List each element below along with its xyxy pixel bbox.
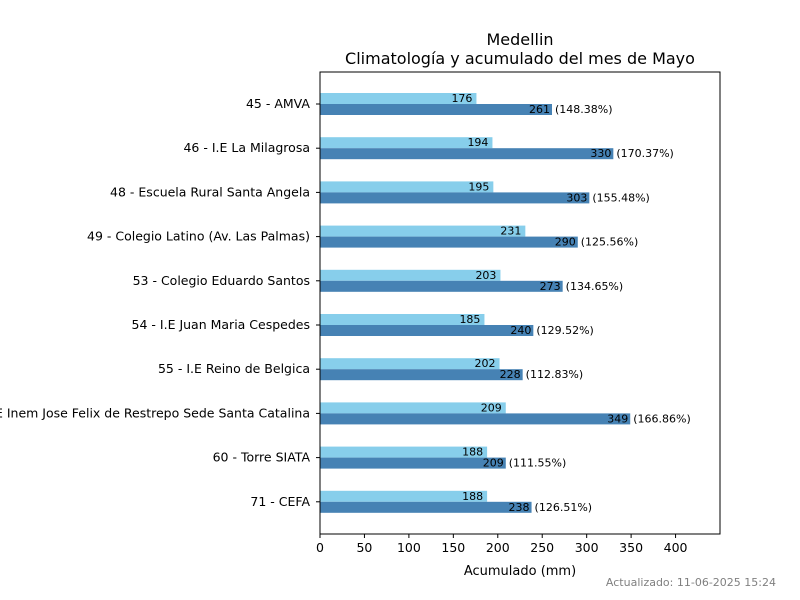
bar-percent-label: (170.37%) xyxy=(616,147,674,160)
bar-series-1 xyxy=(320,269,501,281)
bar-series-2 xyxy=(320,236,578,248)
category-label: 49 - Colegio Latino (Av. Las Palmas) xyxy=(87,229,310,244)
bar-percent-label: (166.86%) xyxy=(633,412,691,425)
bar-value-label: 202 xyxy=(475,357,496,370)
bar-value-label: 194 xyxy=(467,136,488,149)
bar-percent-label: (111.55%) xyxy=(509,457,567,470)
category-label: 53 - Colegio Eduardo Santos xyxy=(133,273,310,288)
bar-value-label: 349 xyxy=(607,412,628,425)
category-label: 54 - I.E Juan Maria Cespedes xyxy=(132,317,310,332)
plot-frame xyxy=(319,71,721,535)
updated-timestamp: Actualizado: 11-06-2025 15:24 xyxy=(606,576,776,589)
x-axis-label: Acumulado (mm) xyxy=(464,564,576,579)
x-tick-label: 150 xyxy=(441,540,465,555)
bar-series-1 xyxy=(320,358,500,370)
bar-percent-label: (125.56%) xyxy=(581,236,639,249)
x-tick-label: 100 xyxy=(397,540,421,555)
x-tick-label: 400 xyxy=(664,540,688,555)
bar-percent-label: (134.65%) xyxy=(566,280,624,293)
bar-value-label: 209 xyxy=(483,457,504,470)
bar-value-label: 195 xyxy=(468,180,489,193)
bar-value-label: 188 xyxy=(462,490,483,503)
bar-series-2 xyxy=(320,280,563,292)
bar-percent-label: (148.38%) xyxy=(555,103,613,116)
x-tick-label: 250 xyxy=(530,540,554,555)
bar-series-1 xyxy=(320,181,494,193)
category-label: 48 - Escuela Rural Santa Angela xyxy=(110,184,310,199)
bar-percent-label: (112.83%) xyxy=(526,368,584,381)
category-label: 57 - I.E Inem Jose Felix de Restrepo Sed… xyxy=(0,405,310,420)
bar-series-2 xyxy=(320,457,506,469)
bar-series-2 xyxy=(320,369,523,381)
bar-series-2 xyxy=(320,148,614,160)
bar-series-1 xyxy=(320,314,485,325)
bar-series-2 xyxy=(320,413,631,425)
bar-series-1 xyxy=(320,402,506,414)
x-tick-label: 50 xyxy=(356,540,372,555)
category-label: 71 - CEFA xyxy=(250,494,310,509)
bar-percent-label: (129.52%) xyxy=(536,324,594,337)
bar-percent-label: (155.48%) xyxy=(592,191,650,204)
category-label: 60 - Torre SIATA xyxy=(213,450,311,465)
x-tick-label: 300 xyxy=(575,540,599,555)
bar-value-label: 290 xyxy=(555,236,576,249)
bar-series-1 xyxy=(320,225,526,237)
plot-area: 176 261 (148.38%) 45 - AMVA 194 330 (170.37%) 4… xyxy=(0,71,721,555)
bar-value-label: 209 xyxy=(481,401,502,414)
category-label: 46 - I.E La Milagrosa xyxy=(183,140,310,155)
bar-value-label: 238 xyxy=(509,501,530,514)
x-tick-label: 350 xyxy=(619,540,643,555)
bar-series-2 xyxy=(320,325,534,336)
bar-value-label: 176 xyxy=(451,92,472,105)
bar-value-label: 303 xyxy=(566,191,587,204)
bar-value-label: 185 xyxy=(459,313,480,326)
bar-value-label: 188 xyxy=(462,446,483,459)
category-label: 55 - I.E Reino de Belgica xyxy=(158,361,310,376)
bar-value-label: 203 xyxy=(475,269,496,282)
bar-value-label: 240 xyxy=(510,324,531,337)
bar-series-2 xyxy=(320,501,532,513)
x-tick-label: 200 xyxy=(486,540,510,555)
bar-value-label: 231 xyxy=(500,225,521,238)
bar-series-2 xyxy=(320,104,552,115)
bar-value-label: 330 xyxy=(590,147,611,160)
chart-subtitle: Climatología y acumulado del mes de Mayo xyxy=(345,49,695,68)
bar-percent-label: (126.51%) xyxy=(535,501,593,514)
bar-series-2 xyxy=(320,192,590,204)
bar-value-label: 273 xyxy=(540,280,561,293)
bar-series-1 xyxy=(320,137,493,149)
bar-series-1 xyxy=(320,446,488,458)
bar-value-label: 261 xyxy=(529,103,550,116)
category-label: 45 - AMVA xyxy=(246,96,310,111)
bar-series-1 xyxy=(320,490,488,502)
x-tick-label: 0 xyxy=(316,540,324,555)
bar-series-1 xyxy=(320,93,477,104)
bar-value-label: 228 xyxy=(500,368,521,381)
chart-title: Medellin xyxy=(486,30,553,49)
